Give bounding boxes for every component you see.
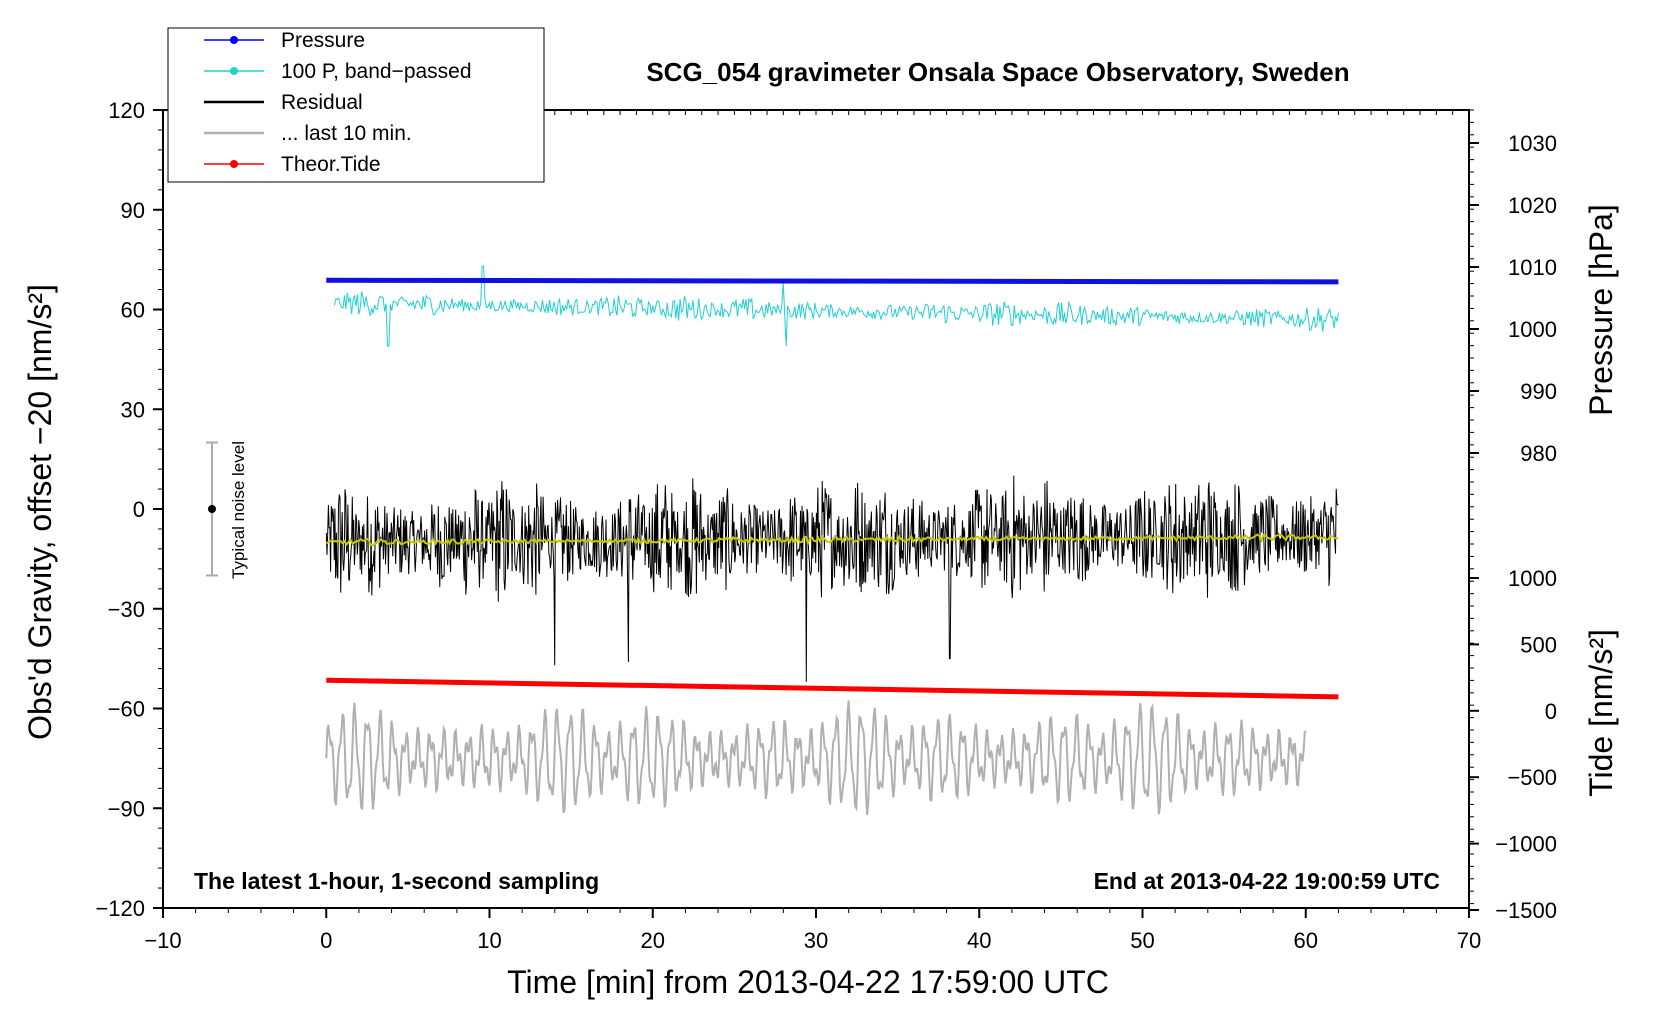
y-tick-label: 90 xyxy=(121,198,145,223)
y-tick-label: 120 xyxy=(108,98,145,123)
legend-marker-theor-tide xyxy=(230,160,238,168)
x-axis: −10 0 10 20 30 40 50 60 70 xyxy=(144,908,1481,953)
y-axis-pressure: 1030 1020 1010 1000 990 980 xyxy=(1469,131,1557,466)
y-axis-left: 120 90 60 30 0 −30 −60 −90 −120 xyxy=(95,98,163,921)
tide-tick-label: 0 xyxy=(1545,699,1557,724)
pressure-axis-title: Pressure [hPa] xyxy=(1583,204,1619,416)
series-pressure xyxy=(326,277,1339,285)
tide-tick-label: −500 xyxy=(1507,765,1557,790)
y-tick-label: 30 xyxy=(121,397,145,422)
x-tick-label: −10 xyxy=(144,928,181,953)
x-axis-title: Time [min] from 2013-04-22 17:59:00 UTC xyxy=(507,964,1109,1000)
legend: Pressure 100 P, band−passed Residual ... la… xyxy=(204,29,472,176)
tide-tick-label: −1500 xyxy=(1495,898,1557,923)
chart-title: SCG_054 gravimeter Onsala Space Observat… xyxy=(646,57,1349,87)
y-tick-label: 0 xyxy=(133,497,145,522)
y-tick-label: −60 xyxy=(108,697,145,722)
y-tick-label: −120 xyxy=(95,896,145,921)
series-theor-tide xyxy=(326,677,1339,700)
series-layer xyxy=(325,265,1339,816)
y-tick-label: 60 xyxy=(121,298,145,323)
x-tick-label: 70 xyxy=(1457,928,1481,953)
y-tick-label: −30 xyxy=(108,597,145,622)
pressure-tick-label: 1030 xyxy=(1508,131,1557,156)
x-tick-label: 10 xyxy=(477,928,501,953)
annotation-end-time: End at 2013-04-22 19:00:59 UTC xyxy=(1094,868,1440,894)
legend-box xyxy=(167,27,545,183)
series-residual-smoothed xyxy=(325,533,1339,547)
y-tick-label: −90 xyxy=(108,796,145,821)
legend-label-pressure: Pressure xyxy=(281,29,365,52)
x-tick-label: 30 xyxy=(804,928,828,953)
x-tick-label: 50 xyxy=(1130,928,1154,953)
annotation-sampling: The latest 1-hour, 1-second sampling xyxy=(194,868,599,894)
tide-tick-label: 1000 xyxy=(1508,566,1557,591)
legend-marker-pressure xyxy=(230,36,238,44)
tide-axis-title: Tide [nm/s²] xyxy=(1583,629,1619,797)
pressure-tick-label: 980 xyxy=(1520,441,1557,466)
noise-bar-center-dot xyxy=(207,505,216,513)
pressure-tick-label: 1020 xyxy=(1508,193,1557,218)
legend-label-100-p-band-passed: 100 P, band−passed xyxy=(281,60,472,83)
legend-label-residual: Residual xyxy=(281,91,363,114)
series-100-p-band-passed xyxy=(333,265,1339,347)
pressure-tick-label: 1010 xyxy=(1508,255,1557,280)
x-tick-label: 40 xyxy=(967,928,991,953)
legend-label-theor-tide: Theor.Tide xyxy=(281,153,381,176)
x-tick-label: 0 xyxy=(320,928,332,953)
legend-marker-100-p-band-passed xyxy=(230,67,238,75)
tide-tick-label: −1000 xyxy=(1495,832,1557,857)
y-axis-left-title: Obs'd Gravity, offset −20 [nm/s²] xyxy=(22,284,58,740)
series-last-10-min xyxy=(325,700,1307,816)
y-axis-tide: 1000 500 0 −500 −1000 −1500 xyxy=(1469,566,1557,923)
tide-tick-label: 500 xyxy=(1520,632,1557,657)
minor-ticks xyxy=(158,109,1474,913)
pressure-tick-label: 990 xyxy=(1520,379,1557,404)
noise-level-bar xyxy=(205,441,218,577)
noise-level-label: Typical noise level xyxy=(229,441,248,579)
legend-label-last-10-min: ... last 10 min. xyxy=(281,122,412,145)
pressure-tick-label: 1000 xyxy=(1508,317,1557,342)
x-tick-label: 60 xyxy=(1294,928,1318,953)
series-residual xyxy=(325,475,1339,682)
x-tick-label: 20 xyxy=(641,928,665,953)
